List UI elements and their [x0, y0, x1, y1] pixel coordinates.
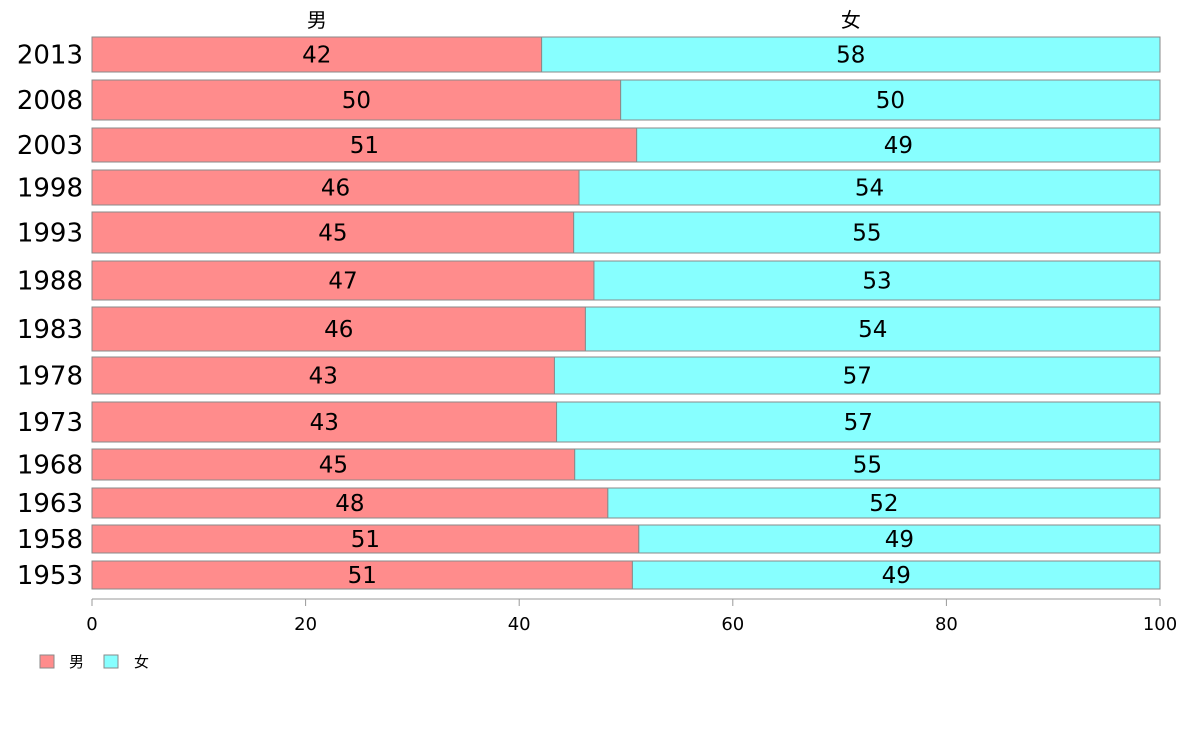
- year-label-1953: 1953: [17, 561, 83, 591]
- year-label-1988: 1988: [17, 267, 83, 297]
- year-label-2003: 2003: [17, 131, 83, 161]
- year-label-1963: 1963: [17, 489, 83, 519]
- bar-female-1988: [593, 260, 1161, 301]
- data-label-female-1963: 52: [869, 491, 898, 517]
- year-label-1973: 1973: [17, 408, 83, 438]
- bar-female-1993: [573, 211, 1161, 254]
- bar-female-2008: [620, 79, 1161, 121]
- year-label-1998: 1998: [17, 174, 83, 204]
- data-label-male-2008: 50: [342, 88, 371, 114]
- bar-female-1958: [638, 524, 1161, 554]
- data-label-male-1963: 48: [335, 491, 364, 517]
- column-headers: 男 女: [307, 8, 861, 32]
- data-label-male-1983: 46: [324, 317, 353, 343]
- data-label-female-2013: 58: [836, 43, 865, 69]
- year-label-2013: 2013: [17, 41, 83, 71]
- x-tick-label-0: 0: [86, 614, 97, 635]
- data-label-female-1993: 55: [852, 221, 881, 247]
- year-label-1968: 1968: [17, 451, 83, 481]
- year-label-1983: 1983: [17, 315, 83, 345]
- x-tick-label-100: 100: [1143, 614, 1177, 635]
- data-label-male-1998: 46: [321, 176, 350, 202]
- data-label-male-1988: 47: [328, 269, 357, 295]
- bar-male-2008: [91, 79, 622, 121]
- data-label-male-1958: 51: [351, 527, 380, 553]
- year-label-1993: 1993: [17, 219, 83, 249]
- column-header-male: 男: [307, 8, 327, 32]
- bar-male-2013: [91, 36, 543, 73]
- bar-male-2003: [91, 127, 638, 163]
- data-label-male-1973: 43: [310, 410, 339, 436]
- x-axis: 0 20 40 60 80 100: [86, 598, 1177, 635]
- data-label-female-1978: 57: [843, 364, 872, 390]
- data-label-female-1998: 54: [855, 176, 884, 202]
- bar-male-1973: [91, 401, 558, 443]
- year-label-1978: 1978: [17, 362, 83, 392]
- bar-male-1963: [91, 487, 609, 519]
- legend-label-female: 女: [134, 653, 149, 671]
- legend-swatch-female: [103, 654, 119, 669]
- bar-male-1953: [91, 560, 633, 590]
- year-label-1958: 1958: [17, 525, 83, 555]
- column-header-female: 女: [841, 8, 861, 32]
- bar-male-1993: [91, 211, 575, 254]
- legend-swatch-male: [39, 654, 55, 669]
- data-label-female-1958: 49: [885, 527, 914, 553]
- bar-female-1983: [584, 306, 1161, 352]
- data-label-male-1953: 51: [348, 563, 377, 589]
- data-label-female-1953: 49: [882, 563, 911, 589]
- bar-male-1998: [91, 169, 580, 206]
- data-label-female-1973: 57: [844, 410, 873, 436]
- bar-female-1978: [553, 356, 1161, 395]
- x-tick-label-40: 40: [508, 614, 531, 635]
- data-label-female-1988: 53: [862, 269, 891, 295]
- bar-female-1973: [556, 401, 1161, 443]
- bar-female-1968: [574, 448, 1161, 481]
- data-label-male-2003: 51: [350, 133, 379, 159]
- x-tick-label-20: 20: [294, 614, 317, 635]
- data-label-male-1968: 45: [319, 453, 348, 479]
- bars: 2013 42 58 2008 50 50 2003 51 49 1998 46 54 1993 45 55…: [17, 36, 1161, 591]
- bar-male-1968: [91, 448, 576, 481]
- data-label-female-1983: 54: [858, 317, 887, 343]
- data-label-male-2013: 42: [302, 43, 331, 69]
- bar-female-1963: [607, 487, 1161, 519]
- data-label-male-1993: 45: [318, 221, 347, 247]
- bar-male-1983: [91, 306, 586, 352]
- bar-female-2013: [541, 36, 1161, 73]
- data-label-male-1978: 43: [309, 364, 338, 390]
- data-label-female-2008: 50: [876, 88, 905, 114]
- x-tick-label-80: 80: [935, 614, 958, 635]
- legend-label-male: 男: [69, 653, 84, 671]
- bar-female-1998: [578, 169, 1161, 206]
- legend: 男 女: [39, 653, 149, 671]
- x-tick-label-60: 60: [721, 614, 744, 635]
- data-label-female-2003: 49: [884, 133, 913, 159]
- bar-male-1958: [91, 524, 640, 554]
- year-label-2008: 2008: [17, 86, 83, 116]
- bar-female-1953: [631, 560, 1161, 590]
- data-label-female-1968: 55: [853, 453, 882, 479]
- bar-female-2003: [636, 127, 1161, 163]
